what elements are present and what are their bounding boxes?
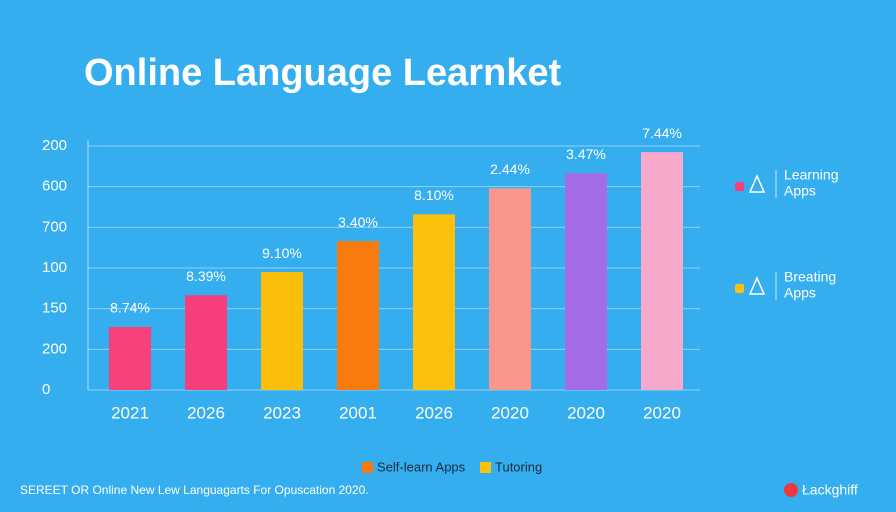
x-tick-label: 2001 bbox=[339, 403, 377, 422]
bar-annotation: 3.40% bbox=[338, 214, 378, 230]
brand-icon bbox=[784, 483, 798, 497]
x-tick-label: 2023 bbox=[263, 403, 301, 422]
side-legend-icon bbox=[735, 284, 744, 293]
footer: SEREET OR Online New Lew Languagarts For… bbox=[20, 483, 369, 497]
side-legend-glyph bbox=[748, 174, 766, 193]
bar bbox=[185, 295, 227, 390]
side-legend-label: Apps bbox=[784, 285, 816, 301]
bar-annotation: 8.74% bbox=[110, 300, 150, 316]
side-legend-glyph bbox=[748, 276, 766, 295]
bar-annotation: 9.10% bbox=[262, 245, 302, 261]
x-tick-label: 2020 bbox=[643, 403, 681, 422]
x-tick-label: 2026 bbox=[187, 403, 225, 422]
chart-title: Online Language Learnket bbox=[84, 52, 562, 94]
side-legend-label: Apps bbox=[784, 183, 816, 199]
brand: Łackghiff bbox=[802, 482, 858, 498]
bar-annotation: 2.44% bbox=[490, 161, 530, 177]
x-tick-label: 2021 bbox=[111, 403, 149, 422]
y-tick-label: 0 bbox=[42, 381, 50, 398]
legend-swatch bbox=[362, 462, 373, 473]
bar bbox=[109, 326, 151, 390]
y-tick-label: 200 bbox=[42, 340, 67, 357]
legend-label: Tutoring bbox=[495, 459, 542, 474]
legend-swatch bbox=[480, 462, 491, 473]
side-legend-label: Breating bbox=[784, 269, 836, 285]
y-tick-label: 700 bbox=[42, 218, 67, 235]
bar bbox=[413, 214, 455, 390]
x-tick-label: 2020 bbox=[491, 403, 529, 422]
bar bbox=[489, 188, 531, 390]
bar-annotation: 8.10% bbox=[414, 187, 454, 203]
bar bbox=[261, 272, 303, 390]
bar-annotation: 7.44% bbox=[642, 125, 682, 141]
y-tick-label: 600 bbox=[42, 178, 67, 195]
y-tick-label: 150 bbox=[42, 300, 67, 317]
bar bbox=[565, 173, 607, 390]
y-tick-label: 100 bbox=[42, 259, 67, 276]
x-tick-label: 2026 bbox=[415, 403, 453, 422]
bar-annotation: 3.47% bbox=[566, 146, 606, 162]
x-tick-label: 2020 bbox=[567, 403, 605, 422]
legend-label: Self-learn Apps bbox=[377, 459, 466, 474]
side-legend-icon bbox=[735, 182, 744, 191]
y-tick-label: 200 bbox=[42, 137, 67, 154]
bar-annotation: 8.39% bbox=[186, 268, 226, 284]
bar bbox=[641, 152, 683, 390]
bar bbox=[337, 241, 379, 390]
side-legend-label: Learning bbox=[784, 167, 839, 183]
